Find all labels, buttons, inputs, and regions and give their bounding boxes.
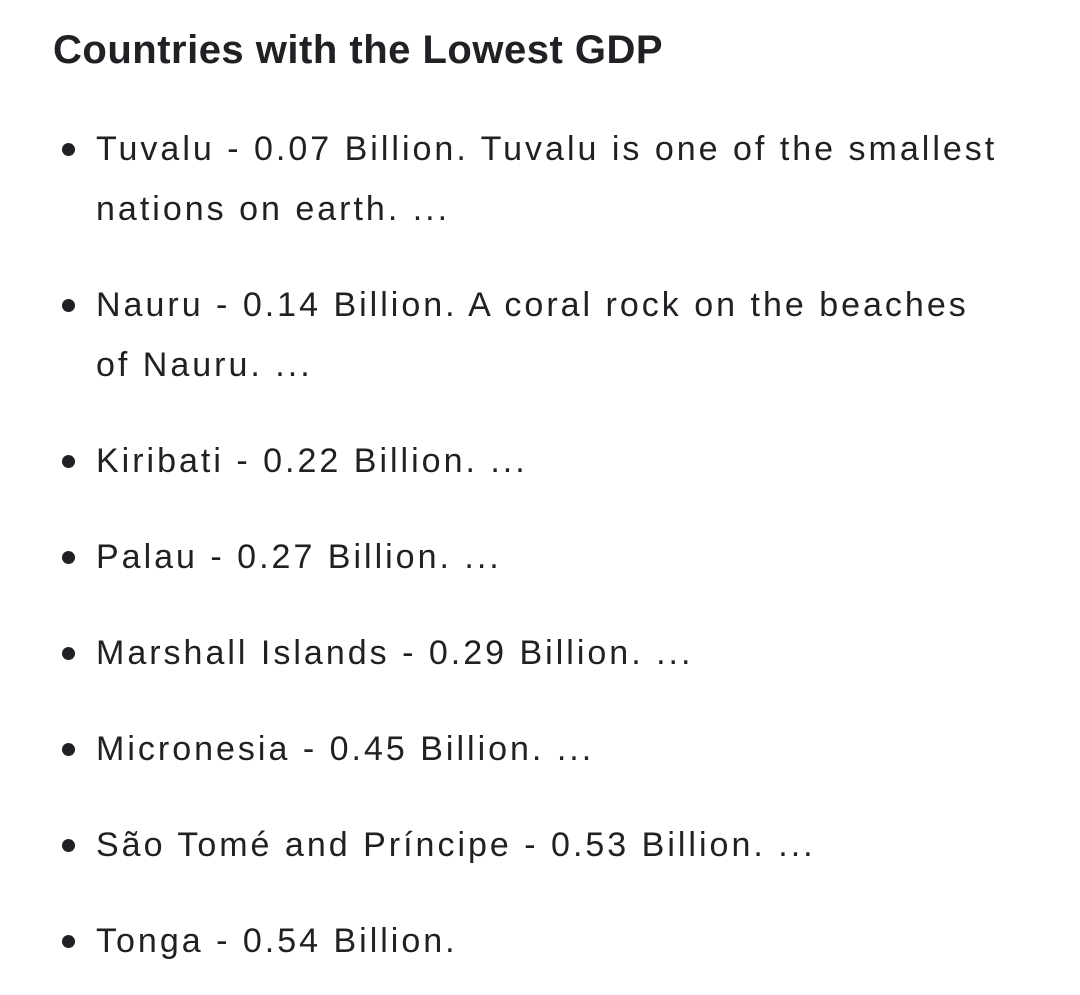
list-item: São Tomé and Príncipe - 0.53 Billion. ..… [53, 815, 1040, 875]
list-item: Micronesia - 0.45 Billion. ... [53, 719, 1040, 779]
list-item: Palau - 0.27 Billion. ... [53, 527, 1040, 587]
list-bullet [62, 935, 75, 948]
list-item: Marshall Islands - 0.29 Billion. ... [53, 623, 1040, 683]
list-item: Tuvalu - 0.07 Billion. Tuvalu is one of … [53, 119, 1040, 239]
list-item-text: Tonga - 0.54 Billion. [96, 922, 458, 960]
list-item-text: Tuvalu - 0.07 Billion. Tuvalu is one of … [96, 130, 998, 228]
list-item-text: Marshall Islands - 0.29 Billion. ... [96, 634, 694, 672]
page-title: Countries with the Lowest GDP [53, 28, 664, 72]
list-bullet [62, 143, 75, 156]
list-item-text: Kiribati - 0.22 Billion. ... [96, 442, 528, 480]
list-item-text: São Tomé and Príncipe - 0.53 Billion. ..… [96, 826, 816, 864]
list-bullet [62, 839, 75, 852]
list-item: Kiribati - 0.22 Billion. ... [53, 431, 1040, 491]
list-item: Tonga - 0.54 Billion. [53, 911, 1040, 971]
list-bullet [62, 299, 75, 312]
list-bullet [62, 743, 75, 756]
list-bullet [62, 455, 75, 468]
featured-snippet: Countries with the Lowest GDP Tuvalu - 0… [53, 28, 1040, 971]
list-bullet [62, 551, 75, 564]
list-bullet [62, 647, 75, 660]
list-item-text: Palau - 0.27 Billion. ... [96, 538, 502, 576]
list-item: Nauru - 0.14 Billion. A coral rock on th… [53, 275, 1040, 395]
gdp-list: Tuvalu - 0.07 Billion. Tuvalu is one of … [53, 119, 1040, 971]
list-item-text: Micronesia - 0.45 Billion. ... [96, 730, 595, 768]
list-item-text: Nauru - 0.14 Billion. A coral rock on th… [96, 286, 969, 384]
